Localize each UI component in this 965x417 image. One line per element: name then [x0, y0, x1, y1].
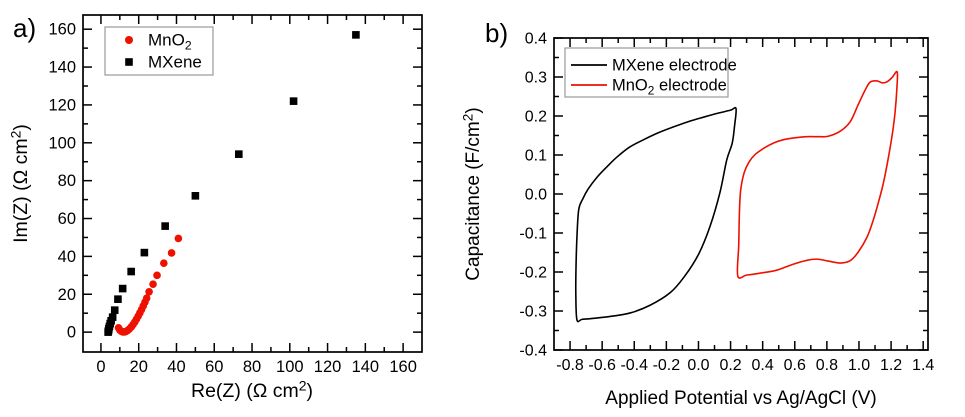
legend-label: MXene electrode — [612, 57, 737, 75]
x-axis-title: Re(Z) (Ω cm2) — [191, 378, 313, 402]
y-tick-label: 0 — [67, 324, 76, 342]
x-tick-label: -0.2 — [653, 357, 681, 374]
y-tick-label: -0.4 — [519, 343, 547, 360]
data-point — [127, 267, 135, 276]
x-tick-label: -0.4 — [620, 357, 648, 374]
legend-border — [564, 47, 729, 98]
x-tick-label: 80 — [243, 358, 261, 376]
y-tick-label: 0.1 — [525, 148, 547, 165]
data-point — [110, 306, 119, 314]
series-mxene — [104, 31, 360, 336]
y-tick-label: 100 — [48, 134, 76, 152]
panel-label-a: a) — [13, 13, 36, 43]
x-tick-label: 140 — [352, 358, 380, 376]
axis-frame — [553, 37, 929, 351]
legend: MXene electrode MnO2 electrode — [564, 47, 737, 98]
y-tick-label: -0.2 — [519, 265, 547, 282]
data-point — [289, 97, 298, 105]
y-axis-title: Capacitance (F/cm2) — [461, 107, 484, 280]
y-tick-label: 120 — [48, 96, 76, 114]
tick-labels: -0.8 -0.6 -0.4 -0.2 0.0 0.2 0.4 0.6 0.8 1.0 1.2 1.4… — [519, 31, 934, 375]
y-tick-label: 140 — [48, 59, 76, 77]
x-tick-label: 20 — [130, 358, 148, 376]
x-tick-label: 1.0 — [848, 357, 870, 374]
y-tick-label: 160 — [48, 21, 76, 39]
y-tick-label: 0.3 — [525, 70, 547, 87]
y-tick-label: 40 — [58, 248, 76, 266]
x-tick-label: 60 — [205, 358, 223, 376]
data-point — [108, 313, 117, 321]
x-tick-label: 0.4 — [752, 357, 774, 374]
x-tick-label: 1.2 — [880, 357, 902, 374]
data-point — [352, 31, 360, 39]
x-tick-label: 0.8 — [816, 357, 838, 374]
x-tick-label: 160 — [389, 358, 417, 376]
data-point — [153, 271, 161, 280]
legend-label: MXene — [148, 53, 202, 72]
x-tick-label: 1.4 — [912, 357, 934, 374]
y-tick-label: 0.2 — [525, 109, 547, 126]
x-tick-label: 0 — [96, 358, 105, 376]
data-point — [142, 294, 151, 303]
tick-labels: 0 20 40 60 80 100 120 140 160 0 20 40 60 80 100 120 140 1… — [48, 21, 416, 376]
y-tick-label: 60 — [58, 210, 76, 228]
y-tick-label: 0.0 — [525, 187, 547, 204]
y-tick-label: 80 — [58, 172, 76, 190]
y-tick-label: -0.1 — [519, 226, 547, 243]
legend-marker-circle — [125, 36, 133, 44]
x-axis-title: Applied Potential vs Ag/AgCl (V) — [605, 388, 876, 409]
x-tick-label: -0.8 — [556, 357, 584, 374]
x-tick-label: -0.6 — [588, 357, 616, 374]
axis-frame — [82, 14, 423, 353]
cv-curve — [574, 106, 737, 323]
x-tick-label: 0.6 — [784, 357, 806, 374]
legend-label: MnO2 electrode — [612, 77, 727, 98]
x-tick-label: 100 — [276, 358, 304, 376]
panel-label-b: b) — [485, 18, 508, 48]
y-tick-label: 20 — [58, 286, 76, 304]
data-point — [118, 284, 127, 293]
data-point — [161, 222, 169, 230]
y-axis-title: Im(Z) (Ω cm2) — [8, 124, 32, 243]
data-point — [145, 287, 153, 296]
legend-border — [104, 26, 214, 76]
series-mno2-electrode — [736, 70, 899, 279]
legend-label: MnO2 — [148, 31, 192, 53]
x-tick-label: 0.0 — [687, 357, 709, 374]
series-mxene-electrode — [574, 106, 737, 323]
data-point — [167, 249, 176, 257]
tick-marks — [554, 37, 928, 351]
data-point — [235, 150, 243, 158]
data-point — [140, 248, 149, 257]
x-tick-label: 120 — [314, 358, 342, 376]
data-point — [174, 234, 183, 243]
y-tick-label: -0.3 — [519, 304, 547, 321]
data-point — [149, 280, 157, 289]
legend-marker-square — [125, 58, 133, 66]
data-point — [160, 259, 168, 268]
cv-curve — [736, 70, 899, 279]
data-point — [191, 192, 200, 200]
series-mno2 — [114, 234, 183, 336]
data-point — [114, 295, 122, 303]
x-tick-label: 0.2 — [719, 357, 741, 374]
nyquist-chart: a) 0 20 40 60 80 100 120 140 160 0 20 40 60 80 100 120 14… — [8, 13, 423, 402]
x-tick-label: 40 — [167, 358, 185, 376]
cv-chart: b)-0.8 -0.6 -0.4 -0.2 0.0 0.2 0.4 0.6 0.8 1.0 1.2 1… — [461, 18, 935, 409]
y-tick-label: 0.4 — [525, 31, 547, 48]
